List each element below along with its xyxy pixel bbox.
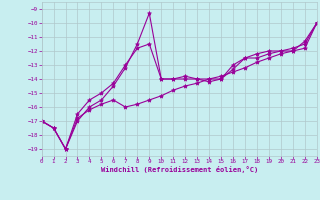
X-axis label: Windchill (Refroidissement éolien,°C): Windchill (Refroidissement éolien,°C)	[100, 166, 258, 173]
